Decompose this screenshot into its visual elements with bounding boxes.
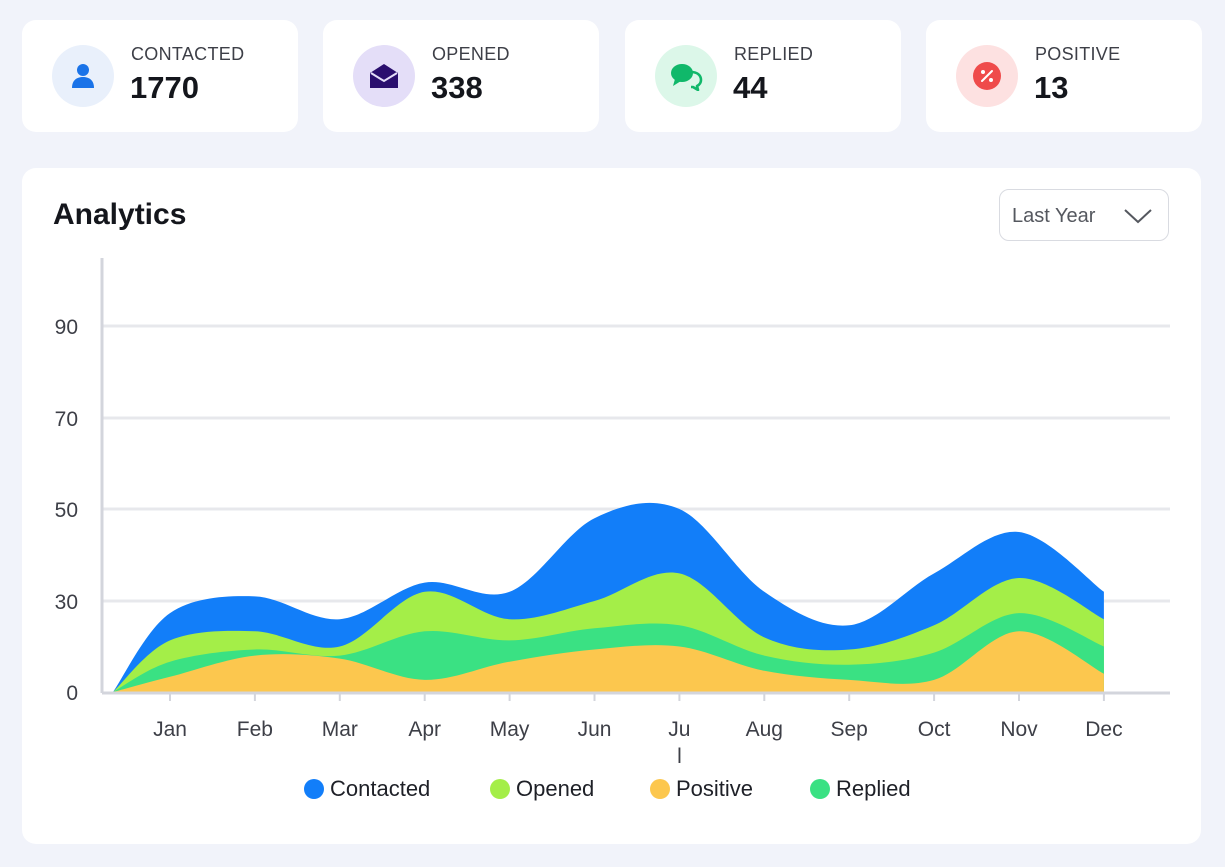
x-tick-label: Nov (1000, 718, 1038, 741)
legend-label: Replied (836, 776, 911, 801)
chat-bubbles-icon (655, 45, 717, 107)
x-tick-label: Oct (918, 718, 951, 741)
legend-label: Positive (676, 776, 754, 801)
stat-label: OPENED (432, 44, 510, 64)
stat-card-replied: REPLIED 44 (625, 20, 901, 132)
x-tick-label: May (490, 718, 530, 741)
legend-label: Opened (516, 776, 595, 801)
legend-item-opened[interactable]: Opened (490, 776, 594, 802)
area-series-positive (113, 631, 1104, 692)
stat-label: CONTACTED (131, 44, 245, 64)
legend-swatch (810, 779, 830, 799)
legend-item-positive[interactable]: Positive (650, 776, 753, 802)
y-tick-label: 50 (55, 499, 78, 522)
x-tick-label: Sep (831, 718, 868, 741)
chart-legend: Contacted Opened Positive Replied (0, 776, 1225, 802)
y-tick-label: 70 (55, 408, 78, 431)
stat-card-opened: OPENED 338 (323, 20, 599, 132)
stat-label: POSITIVE (1035, 44, 1121, 64)
stat-value: 1770 (130, 70, 199, 105)
legend-item-replied[interactable]: Replied (810, 776, 911, 802)
y-tick-label: 0 (66, 682, 78, 705)
envelope-icon (353, 45, 415, 107)
legend-swatch (650, 779, 670, 799)
x-tick-label: Apr (408, 718, 441, 741)
x-tick-label: Aug (746, 718, 783, 741)
legend-item-contacted[interactable]: Contacted (304, 776, 430, 802)
x-tick-label: Jun (578, 718, 612, 741)
range-select-value: Last Year (1012, 205, 1096, 227)
percent-badge-icon (956, 45, 1018, 107)
x-tick-label: Dec (1085, 718, 1122, 741)
x-tick-label: Ju l (668, 718, 690, 768)
x-tick-label: Mar (322, 718, 358, 741)
stat-value: 13 (1034, 70, 1069, 105)
stat-card-positive: POSITIVE 13 (926, 20, 1202, 132)
panel-title: Analytics (53, 198, 187, 231)
analytics-panel: Analytics Last Year (22, 168, 1201, 844)
range-select[interactable]: Last Year (999, 189, 1169, 241)
legend-swatch (490, 779, 510, 799)
x-tick-label: Jan (153, 718, 187, 741)
legend-swatch (304, 779, 324, 799)
y-tick-label: 30 (55, 591, 78, 614)
x-tick-label: Feb (237, 718, 273, 741)
stat-label: REPLIED (734, 44, 814, 64)
stat-value: 338 (431, 70, 483, 105)
stat-card-contacted: CONTACTED 1770 (22, 20, 298, 132)
legend-label: Contacted (330, 776, 431, 801)
user-icon (52, 45, 114, 107)
chevron-down-icon (1123, 207, 1153, 230)
stat-value: 44 (733, 70, 768, 105)
y-tick-label: 90 (55, 316, 78, 339)
